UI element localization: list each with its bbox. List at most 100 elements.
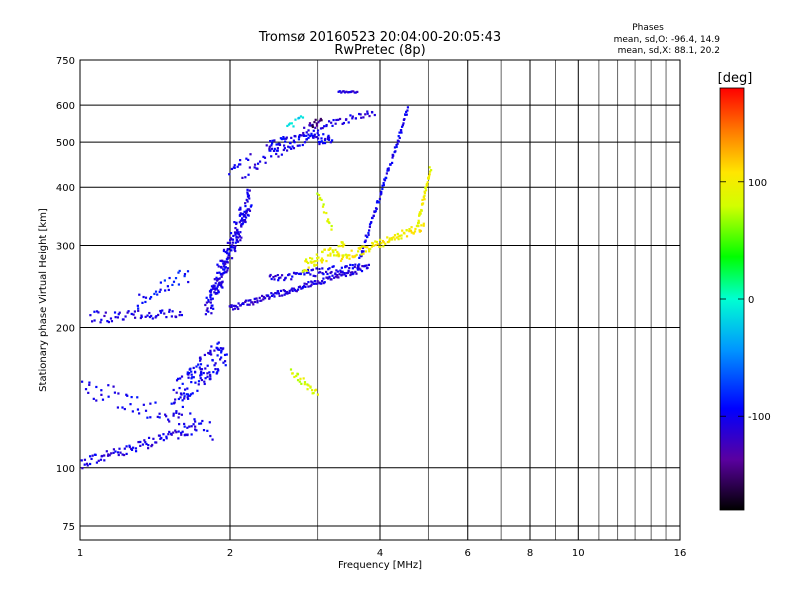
data-point [303,141,307,144]
data-point [186,433,189,436]
data-point [210,345,213,348]
stats-x-line: mean, sd,X: 88.1, 20.2 [618,46,720,56]
data-point [236,228,239,231]
data-point [424,186,427,190]
data-point [303,381,307,384]
data-point [358,247,361,250]
data-point [292,147,296,150]
data-point [268,296,271,299]
data-point [113,311,117,314]
data-point [295,290,298,293]
data-point [206,429,209,432]
colorbar-tick-label: 0 [748,295,754,306]
data-point [221,260,224,263]
data-point [413,230,417,233]
data-point [146,314,149,317]
data-point [122,453,126,457]
data-point [178,412,181,415]
data-point [418,229,421,232]
data-point [211,297,214,300]
data-point [203,380,206,383]
data-point [315,267,318,270]
data-point [423,194,426,197]
data-point [222,265,225,268]
data-point [234,233,237,236]
data-point [237,236,240,239]
data-point [339,259,343,262]
data-point [170,433,173,436]
data-point [246,208,249,211]
data-point [245,212,248,215]
data-point [197,363,200,366]
data-point [136,396,139,399]
data-point [319,141,322,144]
data-point [341,245,345,248]
data-point [193,418,196,421]
data-point [285,136,288,139]
data-point [244,300,247,303]
data-point [329,141,332,144]
data-point [370,221,373,224]
data-point [216,279,219,282]
data-point [305,283,308,286]
data-point [307,136,310,139]
data-point [311,257,314,260]
data-point [114,316,117,319]
data-point [162,433,165,436]
data-point [288,291,291,295]
data-point [247,158,250,162]
data-point [81,467,84,470]
data-point [99,321,102,324]
data-point [204,313,207,316]
data-point [253,297,256,300]
data-point [207,351,210,355]
data-point [322,133,325,136]
data-point [223,360,227,363]
data-point [183,273,187,276]
data-point [199,359,202,362]
data-point [183,275,186,278]
data-point [206,307,209,310]
data-point [386,236,389,239]
data-point [330,228,333,231]
data-point [225,260,229,263]
data-point [367,229,371,232]
data-point [217,265,220,268]
data-point [351,264,354,267]
data-point [199,357,202,361]
data-point [209,375,212,378]
data-point [381,184,384,187]
data-point [388,237,391,240]
data-point [417,221,420,224]
data-point [391,156,394,159]
data-point [140,314,143,317]
data-point [200,368,204,371]
data-point [222,347,225,350]
data-point [206,372,209,375]
data-point [365,264,368,267]
data-point [347,121,350,124]
data-point [281,294,284,297]
data-point [307,261,310,265]
data-point [216,342,219,345]
data-point [274,274,277,278]
data-point [174,315,177,318]
data-point [210,288,213,291]
data-point [321,142,325,145]
data-point [320,261,324,264]
data-point [299,272,302,275]
data-point [132,313,135,316]
data-point [170,402,173,405]
data-point [374,243,377,247]
data-point [190,373,193,376]
data-point [290,136,293,139]
data-point [289,368,293,371]
data-point [186,387,189,390]
data-point [141,443,145,446]
data-point [85,462,89,465]
data-point [103,454,106,457]
data-point [137,440,140,444]
data-point [278,143,282,147]
data-point [394,150,397,153]
data-point [241,217,244,220]
